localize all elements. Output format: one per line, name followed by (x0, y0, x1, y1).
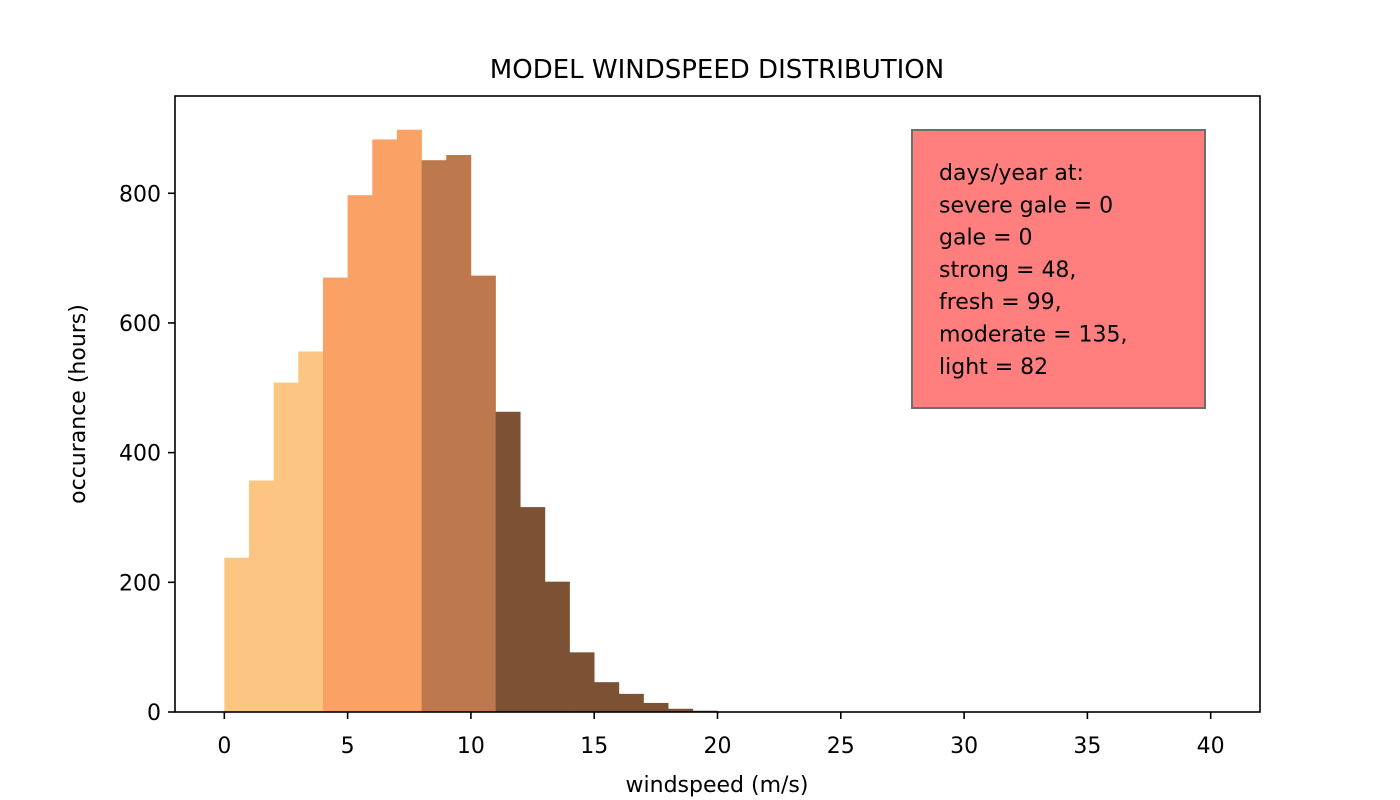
histogram-bar (224, 557, 250, 712)
histogram-bar (594, 682, 620, 712)
x-axis-ticks: 0 5 10 15 20 25 30 35 40 (217, 712, 1225, 759)
y-axis-label: occurance (hours) (66, 304, 91, 504)
histogram-bar (298, 351, 324, 712)
annotation-background (911, 129, 1206, 409)
y-axis-ticks: 0 200 400 600 800 (119, 182, 175, 726)
histogram-bar (643, 702, 669, 712)
stats-annotation-box: days/year at: severe gale = 0 gale = 0 stro… (911, 129, 1206, 409)
histogram-bar (273, 382, 299, 712)
histogram-bars (224, 129, 718, 713)
annotation-line: light = 82 (939, 355, 1048, 380)
annotation-line: days/year at: (939, 161, 1084, 186)
histogram-bar (248, 480, 274, 712)
x-tick-label: 20 (704, 734, 732, 759)
annotation-line: severe gale = 0 (939, 193, 1113, 218)
x-tick-label: 0 (217, 734, 231, 759)
histogram-bar (446, 155, 472, 712)
annotation-line: fresh = 99, (939, 290, 1062, 315)
histogram-bar (668, 708, 694, 712)
histogram-bar (421, 160, 447, 712)
histogram-bar (322, 277, 348, 712)
y-tick-label: 0 (147, 701, 161, 726)
x-tick-label: 30 (950, 734, 978, 759)
histogram-bar (470, 275, 496, 712)
x-axis-label: windspeed (m/s) (626, 773, 809, 798)
y-tick-label: 400 (119, 442, 161, 467)
x-tick-label: 35 (1073, 734, 1101, 759)
x-tick-label: 40 (1197, 734, 1225, 759)
histogram-bar (372, 139, 398, 712)
histogram-bar (544, 581, 570, 712)
annotation-line: gale = 0 (939, 226, 1033, 251)
annotation-lines: days/year at: severe gale = 0 gale = 0 stro… (939, 161, 1127, 380)
histogram-bar (520, 507, 546, 712)
histogram-bar (569, 652, 595, 712)
histogram-bar (396, 129, 422, 713)
x-tick-label: 15 (580, 734, 608, 759)
histogram-bar (618, 693, 644, 712)
annotation-line: moderate = 135, (939, 323, 1127, 348)
y-tick-label: 600 (119, 312, 161, 337)
x-tick-label: 10 (457, 734, 485, 759)
histogram-bar (347, 195, 373, 712)
x-tick-label: 25 (827, 734, 855, 759)
x-tick-label: 5 (341, 734, 355, 759)
y-tick-label: 800 (119, 182, 161, 207)
histogram-bar (495, 411, 521, 712)
chart-title: MODEL WINDSPEED DISTRIBUTION (490, 55, 944, 85)
y-tick-label: 200 (119, 571, 161, 596)
annotation-line: strong = 48, (939, 258, 1076, 283)
